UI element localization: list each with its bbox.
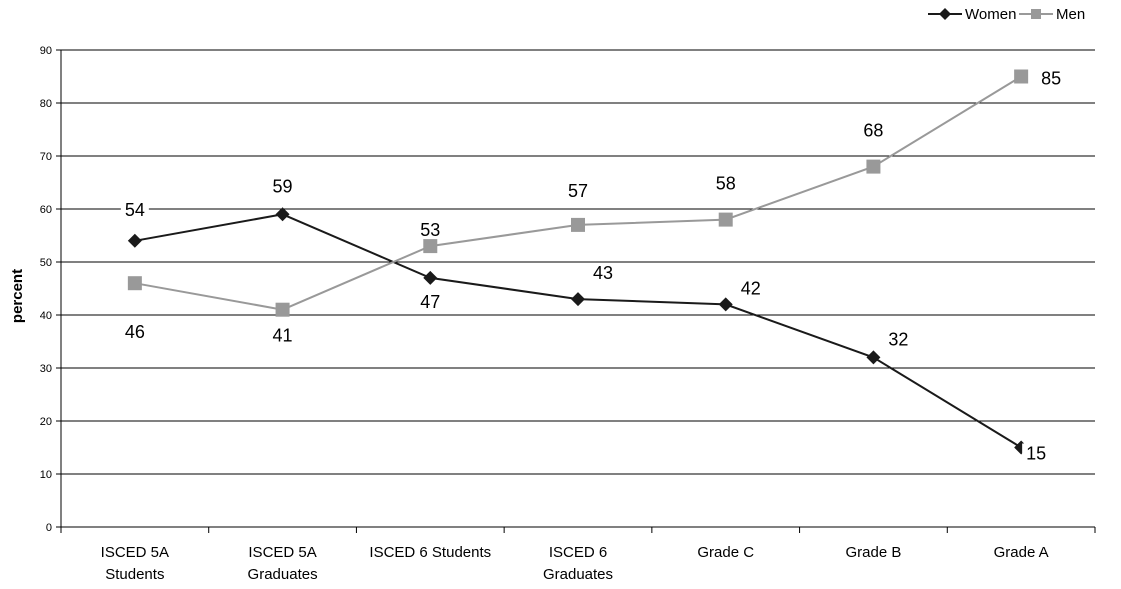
y-tick-label: 90 <box>40 45 52 57</box>
data-point-men <box>275 302 290 317</box>
data-label-men: 41 <box>273 326 293 346</box>
data-label-women: 43 <box>593 263 613 283</box>
data-label-women: 15 <box>1026 444 1046 464</box>
legend-marker-men <box>1031 9 1041 19</box>
y-tick-label: 80 <box>40 98 52 110</box>
data-point-women <box>127 233 142 248</box>
x-tick-label: Grade C <box>697 544 754 561</box>
x-tick-label: ISCED 5A Graduates <box>248 544 318 583</box>
axes: 0 10 20 30 40 50 60 70 80 90 ISCED 5A Students ISCED… <box>40 45 1096 583</box>
legend-label-women: Women <box>965 6 1016 23</box>
data-label-women: 32 <box>888 329 908 349</box>
data-label-bg <box>120 199 149 222</box>
x-tick-label: ISCED 5A Students <box>101 544 169 583</box>
data-label-women: 54 <box>125 200 145 220</box>
data-label-women: 47 <box>420 292 440 312</box>
data-point-men <box>571 217 585 232</box>
x-tick-label: ISCED 6 Graduates <box>543 544 613 583</box>
y-tick-label: 40 <box>40 310 52 322</box>
data-point-women <box>571 292 585 307</box>
x-tick-label: Grade B <box>845 544 901 561</box>
legend: Women Men <box>928 6 1085 23</box>
data-label-men: 68 <box>863 121 883 141</box>
y-tick-label: 60 <box>40 204 52 216</box>
data-point-men <box>423 239 438 254</box>
y-tick-label: 30 <box>40 363 52 375</box>
y-tick-label: 50 <box>40 257 52 269</box>
legend-label-men: Men <box>1056 6 1085 23</box>
data-labels: 54 59 47 43 42 32 15 46 41 53 57 58 68 85 <box>120 69 1061 466</box>
data-label-women: 59 <box>273 176 293 196</box>
y-tick-label: 20 <box>40 416 52 428</box>
data-label-men: 57 <box>568 181 588 201</box>
data-label-men: 46 <box>125 322 145 342</box>
x-tick-label: Grade A <box>994 544 1049 561</box>
gridlines <box>61 49 1095 475</box>
data-label-men: 85 <box>1041 69 1061 89</box>
data-label-women: 42 <box>741 278 761 298</box>
y-tick-label: 10 <box>40 469 52 481</box>
legend-marker-women <box>939 8 951 20</box>
data-point-men <box>1014 69 1029 84</box>
y-axis-title: percent <box>9 269 26 323</box>
data-point-men <box>718 212 733 227</box>
y-tick-label: 70 <box>40 151 52 163</box>
data-label-men: 58 <box>716 174 736 194</box>
data-point-women <box>423 270 438 285</box>
data-label-bg <box>1022 443 1051 466</box>
data-label-bg <box>268 176 297 199</box>
data-point-women <box>275 207 290 222</box>
data-point-women <box>718 297 733 312</box>
y-tick-label: 0 <box>46 522 52 534</box>
data-point-men <box>866 159 881 174</box>
series <box>127 69 1029 455</box>
data-point-women <box>866 350 881 365</box>
data-point-men <box>127 276 142 291</box>
data-label-men: 53 <box>420 220 440 240</box>
x-tick-label: ISCED 6 Students <box>369 544 491 561</box>
